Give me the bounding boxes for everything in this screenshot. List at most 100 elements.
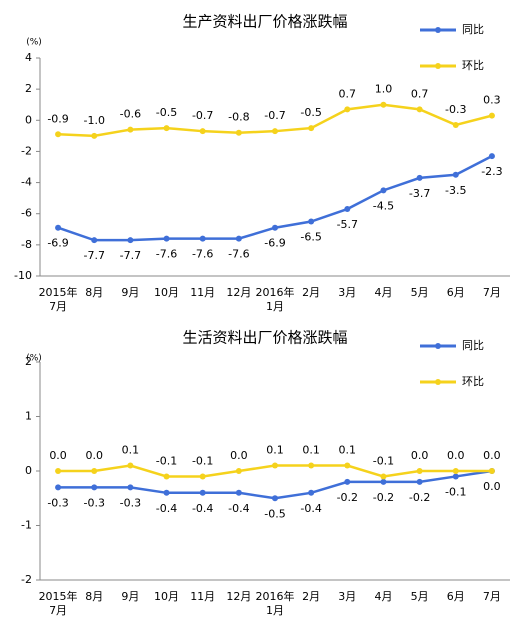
value-label: 0.0 <box>411 449 429 462</box>
y-tick-label: -2 <box>21 573 32 586</box>
point <box>452 171 459 178</box>
value-label: -0.3 <box>445 103 466 116</box>
value-label: 0.0 <box>483 480 501 493</box>
y-tick-label: -1 <box>21 519 32 532</box>
y-tick-label: -4 <box>21 176 32 189</box>
x-tick-label: 12月 <box>226 590 251 603</box>
point <box>199 489 206 496</box>
y-tick-label: 1 <box>25 410 32 423</box>
point <box>199 235 206 242</box>
point <box>55 131 62 138</box>
point <box>272 128 278 135</box>
x-tick-label: 6月 <box>447 286 465 299</box>
point <box>91 484 98 491</box>
y-tick-label: 4 <box>25 51 32 64</box>
x-tick-label: 11月 <box>190 590 215 603</box>
y-tick-label: 2 <box>25 82 32 95</box>
legend-marker <box>435 379 441 385</box>
point <box>272 462 278 469</box>
value-label: -5.7 <box>337 218 358 231</box>
legend-label: 环比 <box>462 375 484 388</box>
chart-title: 生产资料出厂价格涨跌幅 <box>182 13 347 31</box>
point <box>91 237 98 244</box>
point <box>163 235 170 242</box>
value-label: 0.1 <box>266 444 284 457</box>
point <box>380 101 387 108</box>
legend-marker <box>435 343 441 349</box>
value-label: -6.5 <box>300 231 321 244</box>
y-tick-label: -8 <box>21 238 32 251</box>
value-label: -0.1 <box>192 454 213 467</box>
x-tick-label: 4月 <box>374 286 392 299</box>
x-tick-label: 2015年 7月 <box>39 285 78 313</box>
value-label: -0.4 <box>228 502 249 515</box>
point <box>452 121 459 128</box>
value-label: -6.9 <box>47 237 68 250</box>
value-label: -0.1 <box>373 454 394 467</box>
value-label: -0.2 <box>337 491 358 504</box>
value-label: -7.6 <box>156 248 177 261</box>
value-label: -0.8 <box>228 111 249 124</box>
value-label: 0.0 <box>447 449 465 462</box>
point <box>272 495 278 502</box>
point <box>91 468 98 474</box>
x-tick-label: 10月 <box>154 590 179 603</box>
point <box>380 478 387 485</box>
point <box>488 112 495 119</box>
y-tick-label: -10 <box>14 269 32 282</box>
point <box>344 478 351 485</box>
value-label: -7.7 <box>120 249 141 262</box>
value-label: -3.7 <box>409 187 430 200</box>
value-label: -2.3 <box>481 165 502 178</box>
point <box>416 174 423 181</box>
value-label: -0.5 <box>156 106 177 119</box>
point <box>452 473 459 480</box>
legend-label: 同比 <box>462 339 484 352</box>
point <box>127 484 134 491</box>
value-label: -0.4 <box>156 502 177 515</box>
x-tick-label: 6月 <box>447 590 465 603</box>
value-label: -0.2 <box>409 491 430 504</box>
point <box>308 125 315 132</box>
x-tick-label: 11月 <box>190 286 215 299</box>
point <box>488 468 495 474</box>
point <box>127 462 134 469</box>
value-label: -0.7 <box>192 109 213 122</box>
x-tick-label: 3月 <box>338 590 356 603</box>
point <box>55 468 62 474</box>
x-tick-label: 10月 <box>154 286 179 299</box>
point <box>416 106 423 113</box>
point <box>380 187 387 194</box>
point <box>416 468 423 474</box>
value-label: -3.5 <box>445 184 466 197</box>
x-tick-label: 2016年 1月 <box>256 589 295 617</box>
value-label: -4.5 <box>373 199 394 212</box>
x-tick-label: 4月 <box>374 590 392 603</box>
value-label: -1.0 <box>83 114 104 127</box>
value-label: 0.0 <box>483 449 501 462</box>
y-tick-label: 2 <box>25 355 32 368</box>
value-label: 0.1 <box>302 444 320 457</box>
value-label: -0.1 <box>445 485 466 498</box>
x-tick-label: 2015年 7月 <box>39 589 78 617</box>
point <box>344 106 351 113</box>
y-tick-label: 0 <box>25 464 32 477</box>
x-tick-label: 7月 <box>483 590 501 603</box>
value-label: -0.5 <box>300 106 321 119</box>
y-tick-label: 0 <box>25 113 32 126</box>
point <box>308 489 315 496</box>
value-label: 0.3 <box>483 94 501 107</box>
value-label: -0.3 <box>47 496 68 509</box>
unit-label: (%) <box>26 354 42 364</box>
value-label: 0.7 <box>411 87 429 100</box>
value-label: -0.7 <box>264 109 285 122</box>
x-tick-label: 9月 <box>121 590 139 603</box>
x-tick-label: 8月 <box>85 286 103 299</box>
point <box>55 484 62 491</box>
point <box>380 473 387 480</box>
value-label: -0.2 <box>373 491 394 504</box>
value-label: -0.1 <box>156 454 177 467</box>
value-label: -0.3 <box>83 496 104 509</box>
point <box>127 237 134 244</box>
legend-label: 环比 <box>462 59 484 72</box>
